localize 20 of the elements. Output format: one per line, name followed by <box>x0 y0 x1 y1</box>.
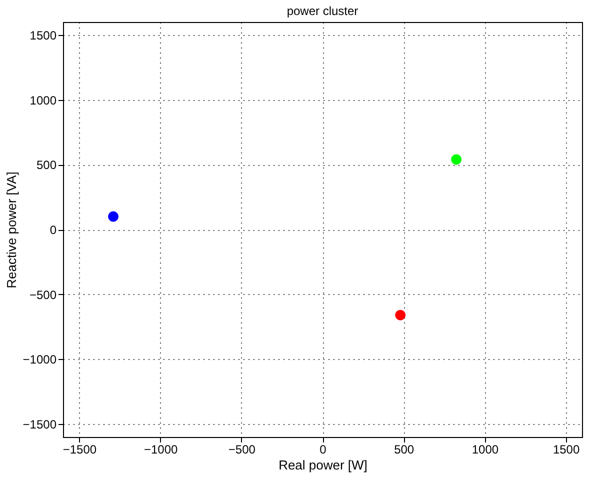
y-tick-label: −1500 <box>22 418 57 432</box>
y-tick-label: 1500 <box>30 28 57 42</box>
point <box>108 211 119 222</box>
x-tick-label: 500 <box>394 442 414 456</box>
x-axis-title: Real power [W] <box>278 458 368 472</box>
y-tick-label: 0 <box>50 223 57 237</box>
y-tick-label: −500 <box>29 288 57 302</box>
point <box>451 154 462 165</box>
x-tick-label: 1000 <box>472 442 499 456</box>
x-tick-label: 1500 <box>552 442 580 456</box>
x-tick-label: −500 <box>228 442 256 456</box>
x-tick-label: 0 <box>320 442 327 456</box>
y-tick-label: −1000 <box>22 352 57 367</box>
x-tick-label: −1000 <box>144 442 178 456</box>
y-tick-label: 1000 <box>30 93 57 108</box>
chart-title: power cluster <box>286 4 358 18</box>
y-axis-title: Reactive power [VA] <box>4 172 19 288</box>
y-tick-label: 500 <box>36 158 57 172</box>
point <box>395 310 406 320</box>
x-tick-label: −1500 <box>62 442 97 456</box>
